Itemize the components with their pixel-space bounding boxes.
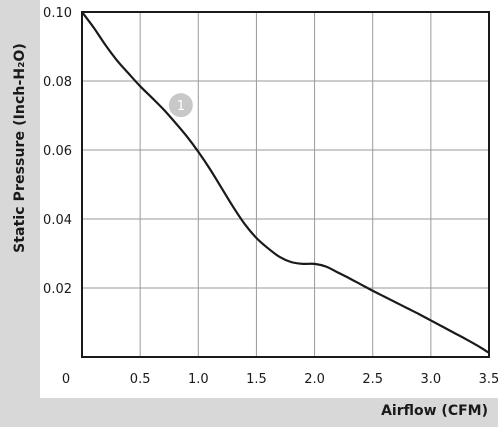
y-axis-label: Static Pressure (Inch-H₂O) — [12, 43, 28, 253]
y-tick-label: 0.08 — [43, 75, 72, 90]
series-marker-badge — [168, 93, 193, 118]
x-tick-label: 1.0 — [188, 372, 209, 387]
x-tick-label: 0 — [62, 372, 70, 387]
y-tick-label: 0.10 — [43, 6, 72, 21]
series-line-1 — [81, 11, 490, 354]
y-tick-label: 0.04 — [43, 213, 72, 228]
plot-border — [81, 11, 490, 358]
y-tick-label: 0.06 — [43, 144, 72, 159]
x-tick-label: 3.0 — [421, 372, 442, 387]
x-tick-label: 3.5 — [479, 372, 498, 387]
x-tick-label: 1.5 — [246, 372, 267, 387]
series-marker-label: 1 — [177, 99, 185, 114]
x-axis-label: Airflow (CFM) — [381, 403, 488, 419]
y-tick-label: 0.02 — [43, 282, 72, 297]
x-tick-label: 0.5 — [130, 372, 151, 387]
x-tick-label: 2.5 — [362, 372, 383, 387]
plot-panel — [40, 0, 498, 398]
x-tick-label: 2.0 — [304, 372, 325, 387]
